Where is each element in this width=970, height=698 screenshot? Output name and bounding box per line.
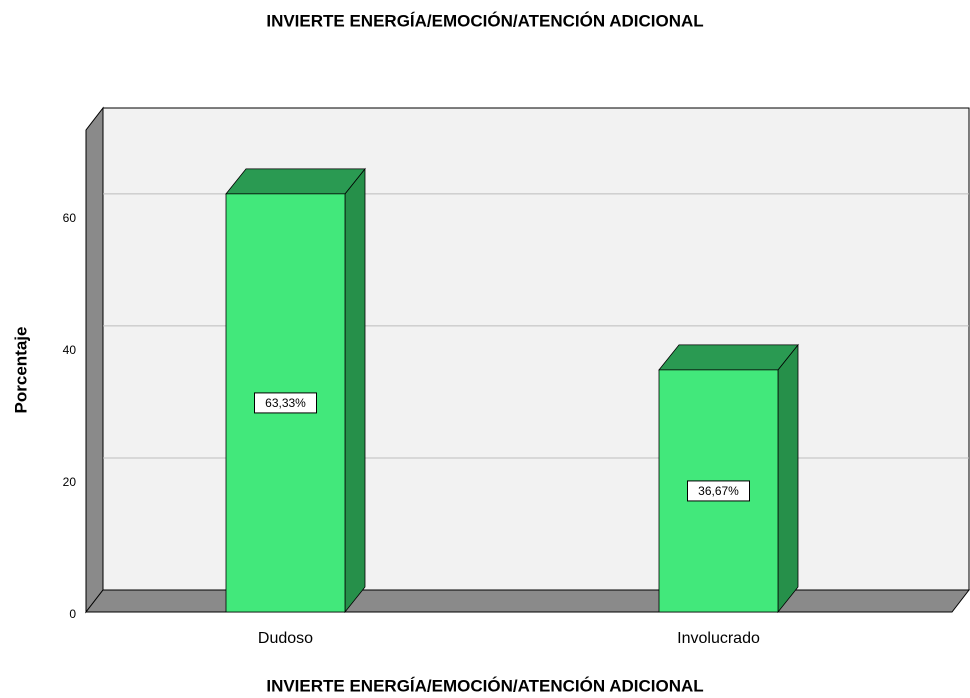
bar (658, 343, 799, 614)
bar-side (344, 167, 366, 614)
x-axis-label: INVIERTE ENERGÍA/EMOCIÓN/ATENCIÓN ADICIO… (266, 676, 703, 695)
y-tick-label: 40 (63, 343, 77, 357)
floor (84, 589, 970, 613)
y-tick-label: 20 (63, 475, 77, 489)
bar-top (225, 168, 366, 195)
bar-side (777, 343, 799, 614)
value-label-box (687, 480, 750, 502)
bar (225, 167, 366, 614)
bar-top (658, 344, 799, 371)
value-label: 36,67% (698, 484, 739, 498)
x-tick-label: Involucrado (677, 630, 760, 647)
x-tick-label: Dudoso (258, 630, 313, 647)
value-label: 63,33% (265, 396, 306, 410)
y-tick-label: 60 (63, 211, 77, 225)
y-tick-label: 0 (69, 607, 76, 621)
left-wall (85, 106, 104, 614)
y-axis-label: Porcentaje (11, 327, 30, 414)
chart-title: INVIERTE ENERGÍA/EMOCIÓN/ATENCIÓN ADICIO… (266, 11, 703, 30)
value-label-box (254, 392, 317, 414)
